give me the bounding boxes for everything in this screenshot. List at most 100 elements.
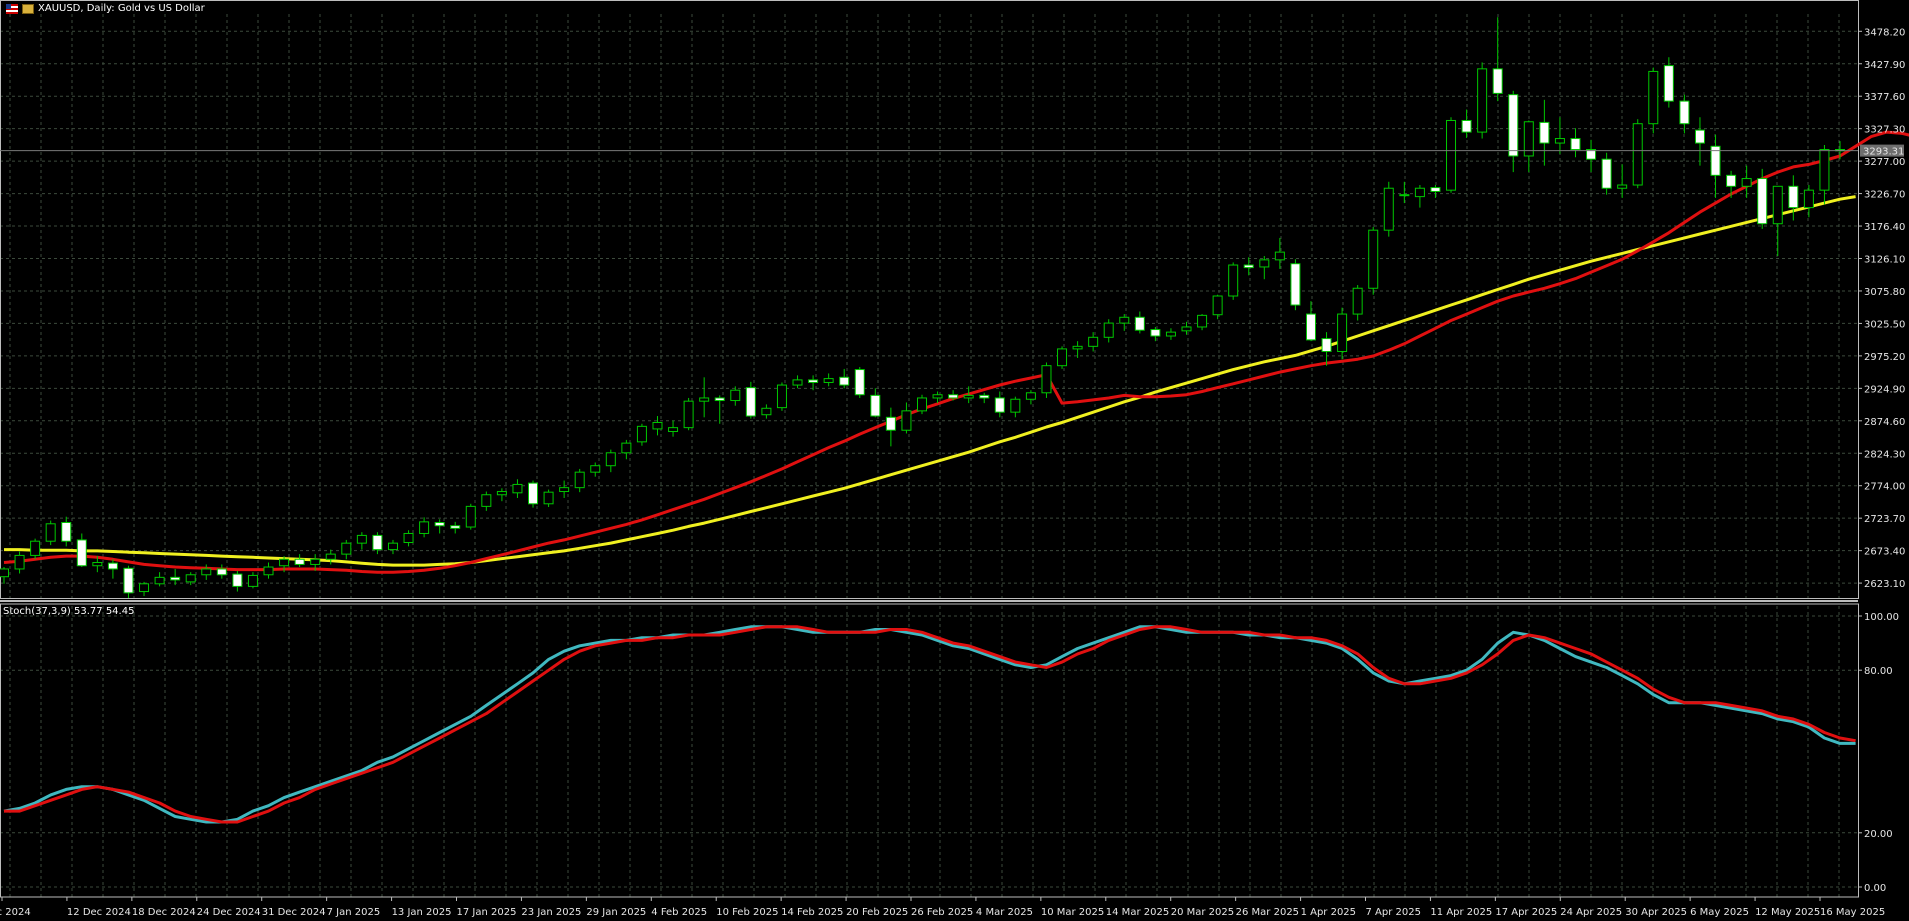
- candle[interactable]: [621, 442, 632, 454]
- candle[interactable]: [636, 425, 647, 443]
- candle[interactable]: [1632, 123, 1643, 186]
- candle[interactable]: [387, 542, 398, 551]
- candle[interactable]: [1352, 287, 1363, 315]
- candle[interactable]: [792, 379, 803, 386]
- candle[interactable]: [1321, 338, 1332, 352]
- candle[interactable]: [574, 471, 585, 489]
- candle[interactable]: [450, 525, 461, 529]
- candle[interactable]: [1368, 229, 1379, 289]
- candle[interactable]: [1772, 185, 1783, 225]
- candle[interactable]: [963, 394, 974, 399]
- candle[interactable]: [232, 573, 243, 587]
- candle[interactable]: [419, 521, 430, 534]
- candle[interactable]: [1383, 187, 1394, 231]
- candle[interactable]: [139, 583, 150, 593]
- candle[interactable]: [1430, 187, 1441, 192]
- candle[interactable]: [1648, 70, 1659, 125]
- candle[interactable]: [1025, 392, 1036, 400]
- candle[interactable]: [1414, 187, 1425, 198]
- candle[interactable]: [1803, 189, 1814, 209]
- candle[interactable]: [1228, 264, 1239, 297]
- candle[interactable]: [776, 384, 787, 409]
- candle[interactable]: [901, 410, 912, 431]
- candle[interactable]: [1508, 94, 1519, 157]
- candle[interactable]: [14, 554, 25, 570]
- candle[interactable]: [1259, 259, 1270, 268]
- candle[interactable]: [1088, 336, 1099, 347]
- candle[interactable]: [372, 534, 383, 551]
- candle[interactable]: [1694, 129, 1705, 144]
- candle[interactable]: [1617, 184, 1628, 189]
- candle[interactable]: [1399, 194, 1410, 197]
- candle[interactable]: [1212, 295, 1223, 316]
- candle[interactable]: [590, 465, 601, 473]
- candle[interactable]: [1788, 185, 1799, 209]
- candle[interactable]: [1243, 264, 1254, 269]
- candle[interactable]: [1150, 329, 1161, 337]
- candle[interactable]: [885, 416, 896, 431]
- candle[interactable]: [123, 567, 134, 594]
- candle[interactable]: [699, 397, 710, 402]
- candle[interactable]: [1197, 314, 1208, 328]
- candle[interactable]: [932, 394, 943, 399]
- candle[interactable]: [1165, 331, 1176, 337]
- candle[interactable]: [870, 394, 881, 417]
- candle[interactable]: [170, 576, 181, 581]
- candle[interactable]: [61, 521, 72, 542]
- candle[interactable]: [1539, 121, 1550, 144]
- candle[interactable]: [1103, 322, 1114, 338]
- candle[interactable]: [979, 394, 990, 399]
- candle[interactable]: [605, 452, 616, 467]
- candle[interactable]: [1041, 365, 1052, 394]
- candle[interactable]: [1134, 316, 1145, 331]
- candle[interactable]: [808, 379, 819, 383]
- candle[interactable]: [216, 568, 227, 576]
- candle[interactable]: [1819, 149, 1830, 191]
- candle[interactable]: [1554, 138, 1565, 144]
- candle[interactable]: [341, 542, 352, 555]
- candle[interactable]: [823, 378, 834, 383]
- candle[interactable]: [0, 568, 9, 578]
- candle[interactable]: [543, 491, 554, 505]
- candle[interactable]: [1601, 158, 1612, 189]
- candle[interactable]: [465, 505, 476, 528]
- candle[interactable]: [1181, 326, 1192, 332]
- candle[interactable]: [1057, 348, 1068, 367]
- candle[interactable]: [559, 487, 570, 493]
- candle[interactable]: [1461, 119, 1472, 133]
- candle[interactable]: [481, 494, 492, 507]
- candle[interactable]: [839, 376, 850, 386]
- candle[interactable]: [1274, 251, 1285, 261]
- candle[interactable]: [154, 576, 165, 585]
- candle[interactable]: [1010, 398, 1021, 413]
- candle[interactable]: [185, 574, 196, 583]
- candle[interactable]: [1492, 68, 1503, 94]
- candle[interactable]: [201, 568, 212, 576]
- candle[interactable]: [403, 532, 414, 544]
- candle[interactable]: [434, 521, 445, 527]
- candle[interactable]: [1337, 313, 1348, 352]
- candle[interactable]: [45, 523, 56, 542]
- candle[interactable]: [512, 483, 523, 494]
- candle[interactable]: [30, 540, 41, 556]
- candle[interactable]: [1072, 345, 1083, 350]
- candle[interactable]: [1726, 174, 1737, 187]
- candle[interactable]: [279, 558, 290, 567]
- candle[interactable]: [1757, 178, 1768, 225]
- candle[interactable]: [668, 427, 679, 433]
- candle[interactable]: [356, 534, 367, 544]
- candle[interactable]: [76, 539, 87, 567]
- candle[interactable]: [1477, 68, 1488, 133]
- candle[interactable]: [528, 482, 539, 505]
- candle[interactable]: [263, 566, 274, 576]
- candle[interactable]: [730, 389, 741, 402]
- candle[interactable]: [107, 562, 118, 570]
- candle[interactable]: [1290, 263, 1301, 306]
- candle[interactable]: [652, 421, 663, 430]
- candle[interactable]: [325, 553, 336, 560]
- candle[interactable]: [1119, 316, 1130, 324]
- candle[interactable]: [854, 369, 865, 396]
- candle[interactable]: [714, 397, 725, 402]
- candle[interactable]: [1741, 178, 1752, 187]
